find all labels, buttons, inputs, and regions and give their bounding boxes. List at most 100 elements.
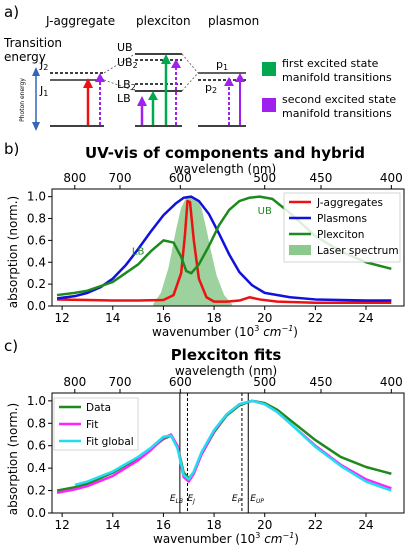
chart0-xtick-label-0: 12 xyxy=(54,311,69,325)
chart1-ytick-label-1: 0.2 xyxy=(27,484,46,498)
chart0-series-3-area xyxy=(153,196,232,306)
panel-c-plot-area: ELB EJ EP EUP 12 14 16 18 20 22 24 0.0 0.2 0.4 0.6 0.8 1… xyxy=(27,375,405,532)
panel-b-title: UV-vis of components and hybrid xyxy=(85,144,365,162)
chart0-annotation-0: LB xyxy=(132,247,145,258)
legend-second-line1: second excited state xyxy=(282,93,396,106)
legend-b-swatch-laser xyxy=(289,245,311,255)
panel-c-xlabel: wavenumber (103 cm−1) xyxy=(153,531,299,546)
label-lb: LB xyxy=(117,92,131,105)
chart1-toptick-label-5: 400 xyxy=(380,375,403,389)
chart0-frame xyxy=(51,188,405,307)
chart0-ytick-label-1: 0.2 xyxy=(27,277,46,291)
chart1-ytick-label-0: 0.0 xyxy=(27,506,46,520)
label-p1: p1 xyxy=(216,58,228,72)
legend-b-laser: Laser spectrum xyxy=(317,245,399,257)
chart1-vline-label-1: EJ xyxy=(187,494,195,505)
chart0-xtick-label-3: 18 xyxy=(206,311,221,325)
label-j2: J2 xyxy=(39,58,48,72)
legend-b-plasmons: Plasmons xyxy=(317,213,367,225)
panel-c-top-axis-label: wavelength (nm) xyxy=(175,364,277,378)
label-ub: UB xyxy=(117,41,133,54)
panel-a-letter: a) xyxy=(4,3,19,21)
chart0-series-0-line xyxy=(57,199,392,304)
panel-b-chart: b) UV-vis of components and hybrid wavel… xyxy=(4,140,405,339)
chart0-xtick-label-1: 14 xyxy=(105,311,120,325)
panel-b-letter: b) xyxy=(4,140,19,158)
chart1-toptick-label-2: 600 xyxy=(169,375,192,389)
chart0-ytick-label-3: 0.6 xyxy=(27,233,46,247)
chart0-ytick-label-5: 1.0 xyxy=(27,190,46,204)
chart0-toptick-label-5: 400 xyxy=(380,171,403,185)
legend-c-fit-global: Fit global xyxy=(86,436,134,448)
chart1-toptick-label-1: 700 xyxy=(109,375,132,389)
chart1-ytick-label-2: 0.4 xyxy=(27,461,46,475)
chart0-toptick-label-3: 500 xyxy=(253,171,276,185)
legend-c-fit: Fit xyxy=(86,419,98,431)
chart1-xtick-label-3: 18 xyxy=(206,518,221,532)
chart0-series-1-line xyxy=(56,195,392,302)
panel-b-top-axis-label: wavelength (nm) xyxy=(174,162,276,176)
photon-energy-arrow-up xyxy=(32,67,40,76)
legend-b-j-aggregates: J-aggregates xyxy=(316,197,383,209)
y-title-line2: energy xyxy=(4,50,46,64)
legend-first-line1: first excited state xyxy=(282,57,379,70)
panel-c-letter: c) xyxy=(4,337,18,355)
chart0-toptick-label-4: 450 xyxy=(310,171,333,185)
chart1-ytick-label-5: 1.0 xyxy=(27,394,46,408)
chart1-xtick-label-5: 22 xyxy=(308,518,323,532)
chart0-xtick-label-6: 24 xyxy=(358,311,373,325)
chart1-xtick-label-2: 16 xyxy=(156,518,171,532)
chart0-toptick-label-2: 600 xyxy=(169,171,192,185)
chart1-xtick-label-4: 20 xyxy=(257,518,272,532)
chart0-toptick-label-0: 800 xyxy=(63,171,86,185)
panel-b-legend: J-aggregates Plasmons Plexciton Laser sp… xyxy=(283,192,401,263)
chart1-xtick-label-6: 24 xyxy=(358,518,373,532)
chart1-toptick-label-3: 500 xyxy=(253,375,276,389)
label-lb2: LB2 xyxy=(117,78,136,92)
photon-energy-label: Photon energy xyxy=(19,78,26,122)
chart0-ytick-label-4: 0.8 xyxy=(27,212,46,226)
chart1-xtick-label-0: 12 xyxy=(54,518,69,532)
chart1-frame xyxy=(51,392,405,514)
label-ub2: UB2 xyxy=(117,56,138,70)
chart1-vline-label-2: EP xyxy=(232,494,242,505)
chart0-ytick-label-0: 0.0 xyxy=(27,299,46,313)
panel-c-chart: c) Plexciton fits wavelength (nm) absorp… xyxy=(4,337,405,546)
chart1-series-2-line xyxy=(74,399,392,492)
chart0-annotation-1: UB xyxy=(258,206,272,217)
panel-c-ylabel: absorption (norm.) xyxy=(6,403,20,515)
panel-b-plot-area: LB UB 12 14 16 18 20 22 24 0.0 0.2 0.4 0.6 0.8 1.0 800 7… xyxy=(27,171,405,325)
level-connectors xyxy=(103,53,199,92)
chart1-ytick-label-4: 0.8 xyxy=(27,416,46,430)
chart1-vline-label-0: ELB xyxy=(170,494,183,505)
chart1-ytick-label-3: 0.6 xyxy=(27,439,46,453)
legend-first-line2: manifold transitions xyxy=(282,71,392,84)
chart1-toptick-label-4: 450 xyxy=(310,375,333,389)
label-p2: p2 xyxy=(205,81,217,95)
legend-c-data: Data xyxy=(86,402,111,414)
chart0-xtick-label-4: 20 xyxy=(257,311,272,325)
panel-c-legend: Data Fit Fit global xyxy=(53,397,139,451)
chart1-xtick-label-1: 14 xyxy=(105,518,120,532)
transition-arrows xyxy=(83,54,245,125)
chart1-toptick-label-0: 800 xyxy=(63,375,86,389)
col-label-plasmon: plasmon xyxy=(208,14,259,28)
y-title-line1: Transition xyxy=(3,36,62,50)
col-label-plexciton: plexciton xyxy=(136,14,191,28)
panel-a-diagram: a) J-aggregate plexciton plasmon Transit… xyxy=(3,3,396,131)
label-j1: J1 xyxy=(39,84,48,98)
panel-b-ylabel: absorption (norm.) xyxy=(6,196,20,308)
chart1-vline-label-3: EUP xyxy=(250,494,264,505)
legend-swatch-second xyxy=(262,98,276,112)
col-label-j-aggregate: J-aggregate xyxy=(45,14,115,28)
legend-swatch-first xyxy=(262,62,276,76)
chart0-toptick-label-1: 700 xyxy=(109,171,132,185)
panel-b-xlabel: wavenumber (103 cm−1) xyxy=(152,324,298,339)
chart0-xtick-label-5: 22 xyxy=(308,311,323,325)
chart0-xtick-label-2: 16 xyxy=(156,311,171,325)
legend-b-plexciton: Plexciton xyxy=(317,229,364,241)
photon-energy-arrow-down xyxy=(32,122,40,131)
panel-c-title: Plexciton fits xyxy=(171,346,282,364)
chart0-ytick-label-2: 0.4 xyxy=(27,255,46,269)
